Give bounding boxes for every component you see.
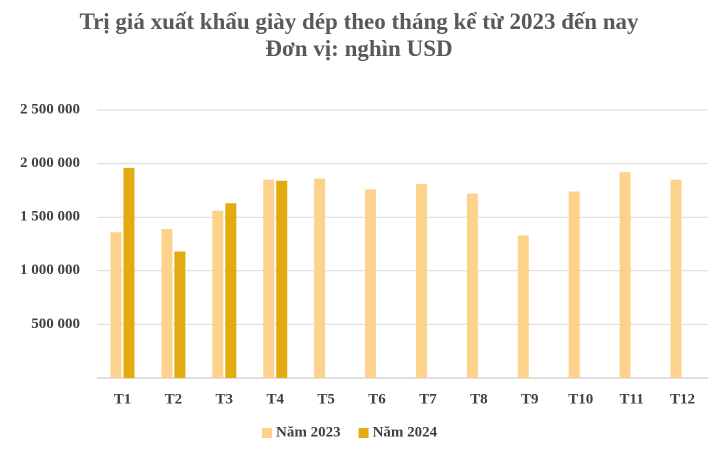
legend-label: Năm 2024 xyxy=(373,424,438,440)
bar xyxy=(110,232,122,378)
x-tick-label: T8 xyxy=(470,391,488,407)
bar xyxy=(568,191,580,378)
bar xyxy=(225,203,237,378)
chart-title: Trị giá xuất khẩu giày dép theo tháng kể… xyxy=(79,9,639,34)
x-tick-label: T11 xyxy=(620,391,644,407)
chart-title-block: Trị giá xuất khẩu giày dép theo tháng kể… xyxy=(79,8,639,62)
bar xyxy=(212,210,224,378)
x-tick-label: T6 xyxy=(368,391,386,407)
bar xyxy=(619,172,631,378)
bar xyxy=(466,193,478,378)
legend-swatch xyxy=(262,428,272,438)
bar xyxy=(161,228,173,378)
y-tick-label: 500 000 xyxy=(31,316,80,332)
y-tick-label: 1 000 000 xyxy=(20,262,80,278)
bar xyxy=(415,183,427,378)
bar xyxy=(276,180,288,378)
x-tick-label: T3 xyxy=(216,391,234,407)
y-tick-label: 2 500 000 xyxy=(20,101,80,117)
x-tick-label: T4 xyxy=(266,391,284,407)
x-tick-label: T5 xyxy=(317,391,335,407)
x-tick-label: T7 xyxy=(419,391,437,407)
legend-swatch xyxy=(358,428,369,438)
bar xyxy=(314,178,326,378)
x-tick-label: T1 xyxy=(114,391,132,407)
x-tick-label: T9 xyxy=(521,391,539,407)
y-tick-label: 2 000 000 xyxy=(20,155,80,171)
x-tick-label: T12 xyxy=(670,391,695,407)
bar xyxy=(365,189,377,378)
bar xyxy=(174,251,186,378)
legend-label: Năm 2023 xyxy=(276,424,341,440)
bar xyxy=(123,167,135,378)
bar xyxy=(670,179,682,378)
bar xyxy=(517,235,529,378)
y-tick-label: 1 500 000 xyxy=(20,209,80,225)
x-tick-label: T2 xyxy=(165,391,183,407)
bar xyxy=(263,179,275,378)
chart-subtitle: Đơn vị: nghìn USD xyxy=(265,36,453,61)
x-tick-label: T10 xyxy=(568,391,593,407)
